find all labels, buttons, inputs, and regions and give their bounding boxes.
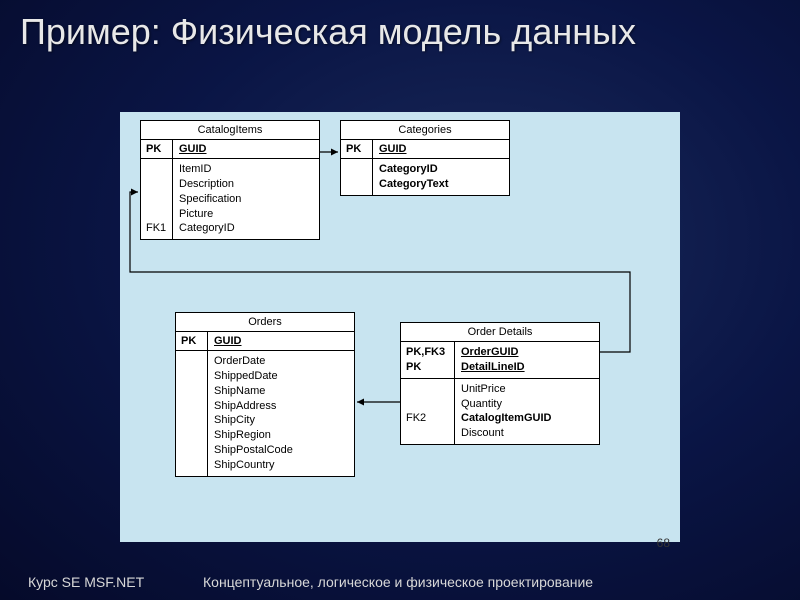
fk-key [176, 351, 208, 476]
attr-list: CategoryID CategoryText [373, 159, 509, 195]
attr-list: UnitPrice Quantity CatalogItemGUID Disco… [455, 379, 599, 444]
pk-key: PK [176, 332, 208, 350]
entity-catalogitems: CatalogItems PK GUID FK1 ItemID Descript… [140, 120, 320, 240]
footer-left: Курс SE MSF.NET [28, 574, 144, 590]
pk-attr: GUID [173, 140, 319, 158]
entity-title: Order Details [401, 323, 599, 342]
slide-title: Пример: Физическая модель данных [0, 0, 800, 60]
footer-center: Концептуальное, логическое и физическое … [144, 574, 652, 590]
attr-list: OrderDate ShippedDate ShipName ShipAddre… [208, 351, 354, 476]
pk-attr: OrderGUID DetailLineID [455, 342, 599, 378]
entity-title: Orders [176, 313, 354, 332]
entity-title: Categories [341, 121, 509, 140]
attr-list: ItemID Description Specification Picture… [173, 159, 319, 239]
pk-attr: GUID [373, 140, 509, 158]
fk-key: FK1 [141, 159, 173, 239]
entity-orderdetails: Order Details PK,FK3 PK OrderGUID Detail… [400, 322, 600, 445]
diagram-canvas: CatalogItems PK GUID FK1 ItemID Descript… [120, 112, 680, 542]
fk-key: FK2 [401, 379, 455, 444]
fk-key [341, 159, 373, 195]
pk-key: PK [341, 140, 373, 158]
pk-key: PK,FK3 PK [401, 342, 455, 378]
page-number: 68 [657, 536, 670, 550]
entity-title: CatalogItems [141, 121, 319, 140]
footer: Курс SE MSF.NET Концептуальное, логическ… [0, 574, 800, 590]
entity-orders: Orders PK GUID OrderDate ShippedDate Shi… [175, 312, 355, 477]
entity-categories: Categories PK GUID CategoryID CategoryTe… [340, 120, 510, 196]
pk-attr: GUID [208, 332, 354, 350]
pk-key: PK [141, 140, 173, 158]
